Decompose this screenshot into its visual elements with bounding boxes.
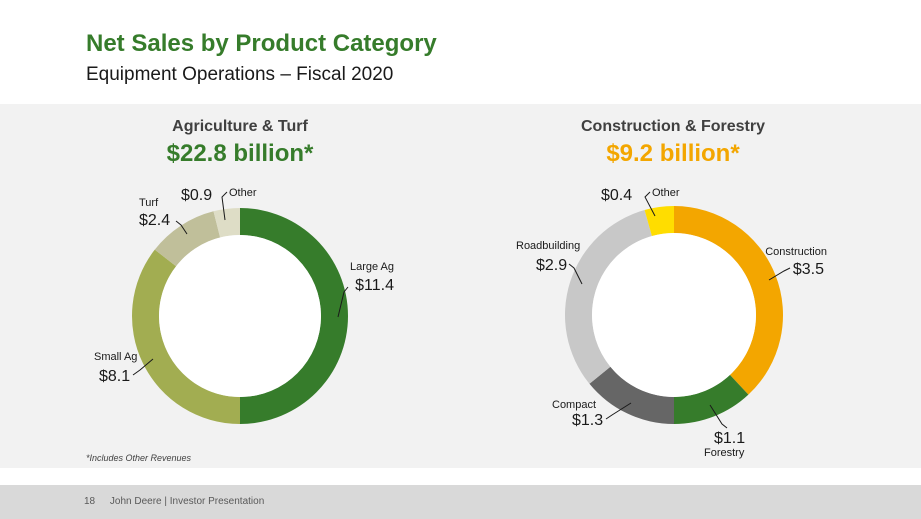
ag-leader-other bbox=[221, 191, 228, 221]
cf-leader-roadbuilding bbox=[568, 263, 583, 285]
cf-chart-title: Construction & Forestry bbox=[581, 118, 765, 135]
cf-donut-hole bbox=[592, 233, 756, 397]
cf-leader-forestry bbox=[709, 404, 728, 429]
cf-value-compact: $1.3 bbox=[572, 412, 603, 429]
ag-label-small-ag: Small Ag bbox=[94, 351, 137, 363]
ag-value-small-ag: $8.1 bbox=[99, 368, 130, 385]
ag-slice-large-ag bbox=[240, 208, 348, 424]
cf-label-compact: Compact bbox=[552, 399, 596, 411]
cf-leader-other bbox=[644, 191, 656, 217]
cf-slice-roadbuilding bbox=[565, 210, 652, 384]
cf-value-roadbuilding: $2.9 bbox=[536, 257, 567, 274]
cf-leader-construction bbox=[768, 267, 791, 281]
ag-slice-other bbox=[213, 208, 240, 238]
ag-slice-turf bbox=[154, 211, 221, 267]
cf-total-label: $9.2 billion* bbox=[606, 140, 740, 167]
ag-label-other: Other bbox=[229, 187, 257, 199]
ag-turf-chart: Agriculture & Turf $22.8 billion* Large … bbox=[86, 118, 394, 463]
cf-value-forestry: $1.1 bbox=[714, 430, 745, 447]
page-title: Net Sales by Product Category bbox=[86, 30, 437, 57]
cf-chart: Construction & Forestry $9.2 billion* Co… bbox=[516, 118, 827, 459]
cf-label-other: Other bbox=[652, 187, 680, 199]
cf-donut bbox=[565, 206, 783, 424]
ag-leader-small-ag bbox=[132, 358, 154, 376]
cf-slice-compact bbox=[589, 366, 674, 424]
ag-total-label: $22.8 billion* bbox=[167, 140, 314, 167]
cf-slice-other bbox=[644, 206, 674, 237]
ag-value-turf: $2.4 bbox=[139, 212, 170, 229]
ag-leader-large-ag bbox=[337, 286, 349, 318]
ag-chart-title: Agriculture & Turf bbox=[172, 118, 308, 135]
ag-label-large-ag: Large Ag bbox=[350, 261, 394, 273]
page-subtitle: Equipment Operations – Fiscal 2020 bbox=[86, 64, 394, 85]
ag-donut bbox=[131, 208, 348, 424]
ag-donut-hole bbox=[159, 235, 321, 397]
ag-footnote: *Includes Other Revenues bbox=[86, 453, 192, 463]
cf-label-roadbuilding: Roadbuilding bbox=[516, 240, 580, 252]
cf-value-construction: $3.5 bbox=[793, 261, 824, 278]
cf-leader-compact bbox=[605, 402, 632, 420]
footer-text: John Deere | Investor Presentation bbox=[109, 496, 265, 507]
cf-label-construction: Construction bbox=[765, 246, 827, 258]
ag-slice-small-ag bbox=[131, 249, 240, 424]
ag-value-large-ag: $11.4 bbox=[355, 277, 394, 294]
footer: 18 John Deere | Investor Presentation bbox=[84, 496, 264, 507]
cf-label-forestry: Forestry bbox=[704, 447, 745, 459]
ag-label-turf: Turf bbox=[139, 197, 159, 209]
cf-slice-construction bbox=[674, 206, 783, 395]
page-number: 18 bbox=[84, 496, 96, 507]
footer-bar bbox=[0, 485, 921, 519]
ag-leader-turf bbox=[175, 220, 188, 235]
cf-value-other: $0.4 bbox=[601, 187, 632, 204]
cf-slice-forestry bbox=[674, 374, 749, 424]
ag-value-other: $0.9 bbox=[181, 187, 212, 204]
